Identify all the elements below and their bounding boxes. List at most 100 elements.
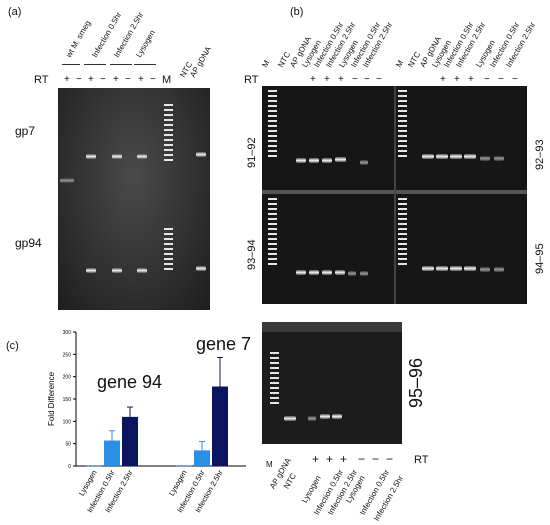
bar: [86, 465, 102, 467]
region-label-92-93: 92–93: [534, 139, 546, 170]
rt-sign: +: [310, 74, 316, 85]
gel-band: [480, 156, 490, 161]
rt-sign: +: [326, 452, 334, 466]
region-label-95-96: 95–96: [406, 357, 426, 408]
gel-band: [450, 266, 462, 271]
gel-band: [112, 154, 122, 159]
region-label-93-94: 93–94: [246, 239, 258, 270]
group-line: [110, 64, 132, 65]
gel-band: [296, 270, 306, 275]
lane-label-m: M: [394, 58, 406, 69]
gel-band: [422, 154, 434, 159]
gel-band: [335, 270, 345, 275]
gel-band: [196, 152, 206, 157]
y-tick-label: 150: [63, 397, 72, 403]
rt-sign: −: [484, 74, 490, 85]
gel-divider: [394, 86, 396, 304]
region-label-94-95: 94–95: [534, 243, 546, 274]
gel-band: [464, 266, 476, 271]
rt-sign: +: [324, 74, 330, 85]
gel-band: [112, 268, 122, 273]
rt-sign: −: [498, 74, 504, 85]
gel-band: [137, 268, 147, 273]
gel-band: [348, 271, 356, 276]
gel-band: [436, 266, 448, 271]
rt-sign: −: [76, 74, 82, 85]
gel-band: [494, 156, 504, 161]
rt-label-a: RT: [34, 74, 49, 86]
bar: [194, 450, 210, 466]
gel-band: [196, 266, 206, 271]
rt-sign: −: [512, 74, 518, 85]
gel-band: [335, 157, 346, 162]
region-label-91-92: 91–92: [246, 137, 258, 168]
row-label-gp7: gp7: [15, 124, 36, 138]
ladder: [164, 104, 173, 164]
rt-sign: +: [113, 74, 119, 85]
gel-band: [309, 270, 319, 275]
y-tick-label: 50: [65, 442, 71, 448]
rt-label-95-96: RT: [414, 454, 429, 466]
rt-sign: +: [138, 74, 144, 85]
rt-sign: −: [376, 74, 382, 85]
rt-label-b: RT: [244, 74, 259, 86]
gel-band: [322, 158, 332, 163]
gel-band: [436, 154, 448, 159]
panel-b-label: (b): [290, 6, 304, 18]
rt-sign: +: [340, 452, 348, 466]
gel-band: [60, 178, 74, 183]
gel-band: [86, 154, 96, 159]
bar: [104, 440, 120, 466]
bar: [122, 416, 138, 466]
ladder: [164, 228, 173, 273]
rt-sign: +: [88, 74, 94, 85]
rt-sign: −: [352, 74, 358, 85]
gel-band: [422, 266, 434, 271]
rt-sign: −: [358, 452, 366, 466]
gel-wells: [262, 322, 402, 332]
lane-label-m: M: [260, 58, 272, 69]
panel-c-label: (c): [6, 340, 19, 352]
y-tick-label: 300: [63, 330, 72, 336]
lane-label-m: M: [266, 460, 273, 469]
header-wt-m-smeg: wt M. smeg: [64, 19, 93, 59]
gel-band: [308, 416, 316, 421]
gel-band: [322, 270, 332, 275]
gel-band: [309, 158, 319, 163]
gel-band: [137, 154, 147, 159]
gel-band: [494, 267, 504, 272]
bar: [176, 465, 192, 467]
rt-sign: −: [372, 452, 380, 466]
y-axis-label: Fold Difference: [47, 371, 56, 426]
bar: [212, 386, 228, 466]
rt-sign: −: [364, 74, 370, 85]
ladder: [398, 90, 407, 160]
gel-band: [296, 158, 306, 163]
panel-a-label: (a): [8, 6, 22, 18]
rt-sign: +: [312, 452, 320, 466]
gel-band: [480, 267, 490, 272]
gel-band: [86, 268, 96, 273]
gel-band: [332, 414, 342, 419]
gel-band: [320, 414, 330, 419]
gel-band: [450, 154, 462, 159]
rt-sign: +: [440, 74, 446, 85]
gene-7-label: gene 7: [196, 334, 252, 354]
y-tick-label: 0: [68, 464, 71, 470]
rt-sign: −: [125, 74, 131, 85]
header-lysogen: Lysogen: [134, 28, 157, 59]
ladder: [268, 90, 277, 160]
rt-sign: −: [386, 452, 394, 466]
ladder: [270, 352, 279, 407]
rt-sign: −: [100, 74, 106, 85]
rt-sign: +: [338, 74, 344, 85]
group-line: [62, 64, 80, 65]
gel-image-b: [262, 86, 527, 304]
row-label-gp94: gp94: [15, 236, 42, 250]
gel-band: [464, 154, 476, 159]
gel-band: [360, 271, 368, 276]
y-tick-label: 200: [63, 375, 72, 381]
rt-sign: +: [64, 74, 70, 85]
marker-label-a: M: [162, 74, 172, 86]
